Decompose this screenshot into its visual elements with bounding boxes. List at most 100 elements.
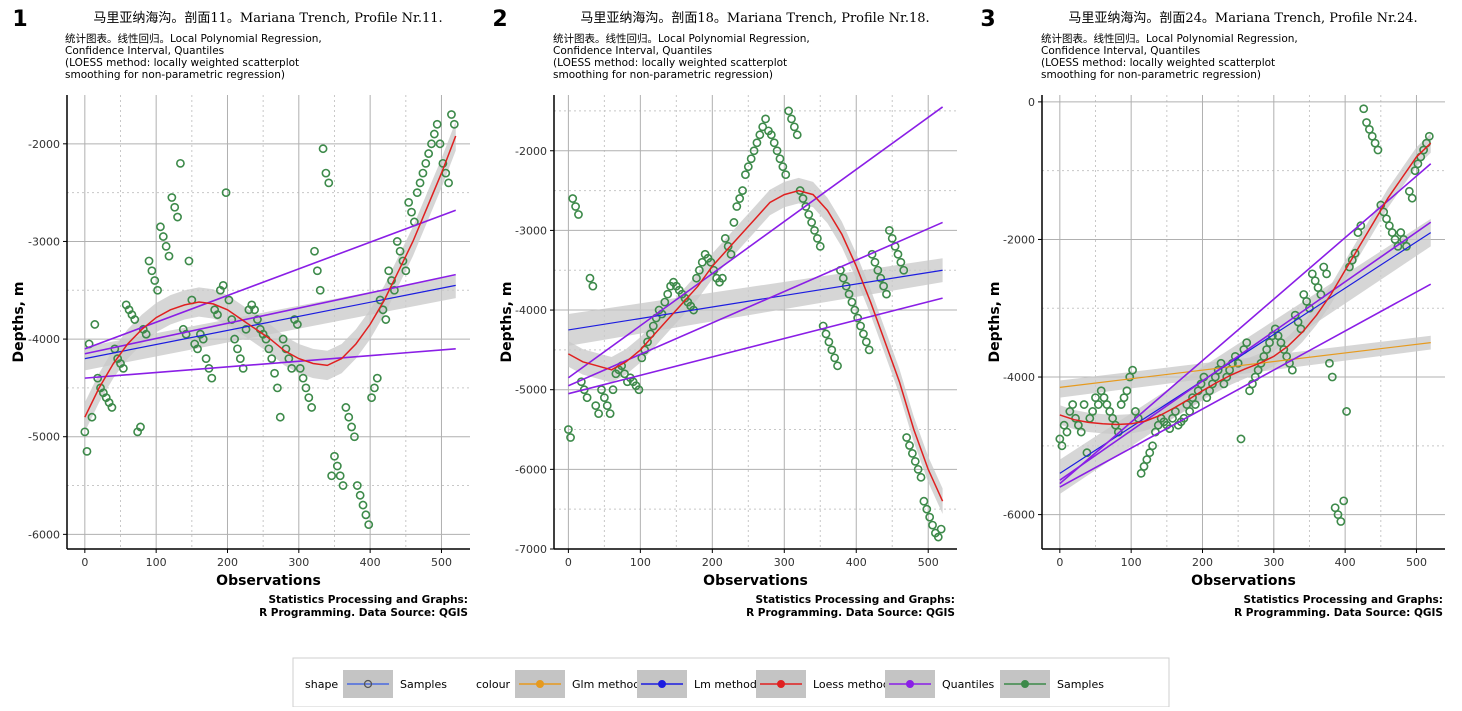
sample-point [421, 158, 431, 168]
sample-point [267, 354, 277, 364]
legend-key-point [536, 680, 544, 688]
sample-point [605, 409, 615, 418]
x-tick-label: 500 [918, 556, 939, 569]
sample-point [752, 138, 762, 148]
sample-point [275, 412, 285, 422]
x-axis-label: Observations [703, 573, 808, 589]
sample-point [1236, 434, 1246, 444]
legend-key-shape [363, 679, 373, 689]
sample-point [812, 233, 822, 243]
y-tick-label: -6000 [28, 528, 60, 541]
sample-point [435, 139, 445, 149]
quantiles-line [84, 348, 456, 379]
sample-point [792, 130, 802, 140]
sample-point [1148, 441, 1157, 451]
y-tick-label: -4000 [515, 304, 547, 317]
sample-point [147, 266, 157, 276]
panel-subtitle-line: (LOESS method: locally weighted scatterp… [553, 57, 787, 69]
sample-point [301, 383, 311, 393]
sample-point [746, 154, 756, 164]
legend-key-point [658, 680, 666, 688]
sample-point [815, 241, 825, 251]
sample-point [367, 393, 376, 403]
panel-caption-line: R Programming. Data Source: QGIS [1234, 607, 1443, 619]
sample-point [599, 393, 609, 403]
sample-point [136, 422, 145, 432]
quantiles-line [84, 273, 456, 355]
y-tick-label: -4000 [1003, 371, 1035, 384]
y-tick-label: -3000 [28, 235, 60, 248]
legend-label: Quantiles [942, 678, 995, 691]
x-tick-label: 400 [846, 556, 867, 569]
sample-point [720, 233, 730, 243]
sample-point [784, 106, 794, 116]
sample-point [167, 193, 177, 202]
sample-point [233, 344, 242, 354]
legend: shape Samples colour Glm method Lm method Loe… [292, 657, 1170, 708]
sample-point [1424, 131, 1434, 141]
x-tick-label: 0 [81, 556, 88, 569]
sample-point [80, 427, 90, 437]
sample-point [568, 194, 578, 203]
sample-point [913, 464, 923, 474]
sample-point [827, 345, 837, 355]
sample-point [769, 138, 779, 148]
x-tick-label: 400 [360, 556, 381, 569]
sample-point [905, 441, 914, 450]
sample-point [350, 432, 359, 442]
panel-number: 3 [980, 7, 995, 32]
sample-point [358, 500, 368, 510]
sample-point [1128, 365, 1137, 375]
sample-point [726, 249, 736, 259]
sample-point [758, 122, 768, 132]
panel-subtitle-line: 统计图表。线性回归。Local Polynomial Regression, [65, 32, 322, 45]
panel-caption-line: R Programming. Data Source: QGIS [259, 607, 468, 619]
sample-point [338, 481, 348, 490]
sample-point [1185, 407, 1195, 416]
sample-point [833, 361, 842, 371]
sample-point [352, 481, 362, 490]
x-tick-label: 300 [1263, 556, 1284, 569]
sample-point [241, 324, 251, 334]
sample-point [270, 368, 279, 378]
sample-point [304, 393, 314, 403]
sample-point [278, 334, 288, 344]
chart-panel-1: 1 马里亚纳海沟。剖面11。Mariana Trench, Profile Nr.… [11, 7, 470, 619]
sample-point [364, 520, 374, 529]
sample-point [287, 363, 297, 373]
sample-point [173, 212, 182, 222]
sample-point [864, 345, 874, 355]
sample-point [1179, 413, 1189, 423]
sample-point [1216, 358, 1226, 368]
sample-point [392, 237, 402, 246]
x-axis-label: Observations [216, 573, 321, 589]
loess-confidence-band [568, 177, 943, 514]
sample-point [643, 337, 652, 347]
sample-point [164, 251, 174, 261]
sample-point [798, 194, 808, 203]
sample-point [873, 265, 883, 275]
sample-point [571, 202, 580, 211]
sample-point [156, 222, 165, 232]
y-tick-label: 0 [1028, 96, 1035, 109]
sample-point [1350, 248, 1360, 258]
y-tick-label: -7000 [515, 543, 547, 556]
panel-number: 2 [492, 7, 507, 32]
quantiles-line [568, 297, 943, 395]
sample-point [307, 403, 317, 412]
sample-point [723, 241, 733, 251]
quantiles-line [1059, 163, 1432, 485]
sample-point [1088, 407, 1098, 416]
panel-subtitle-line: Confidence Interval, Quantiles [1041, 45, 1200, 57]
sample-point [424, 149, 434, 158]
sample-point [312, 266, 322, 276]
sample-point [859, 329, 868, 339]
sample-point [407, 207, 416, 217]
lm-confidence-band [568, 258, 943, 346]
sample-point [1373, 145, 1383, 155]
sample-point [884, 226, 894, 235]
sample-point [321, 168, 331, 178]
y-axis-label: Depths, m [11, 282, 27, 363]
sample-point [327, 471, 337, 481]
sample-point [936, 524, 946, 534]
